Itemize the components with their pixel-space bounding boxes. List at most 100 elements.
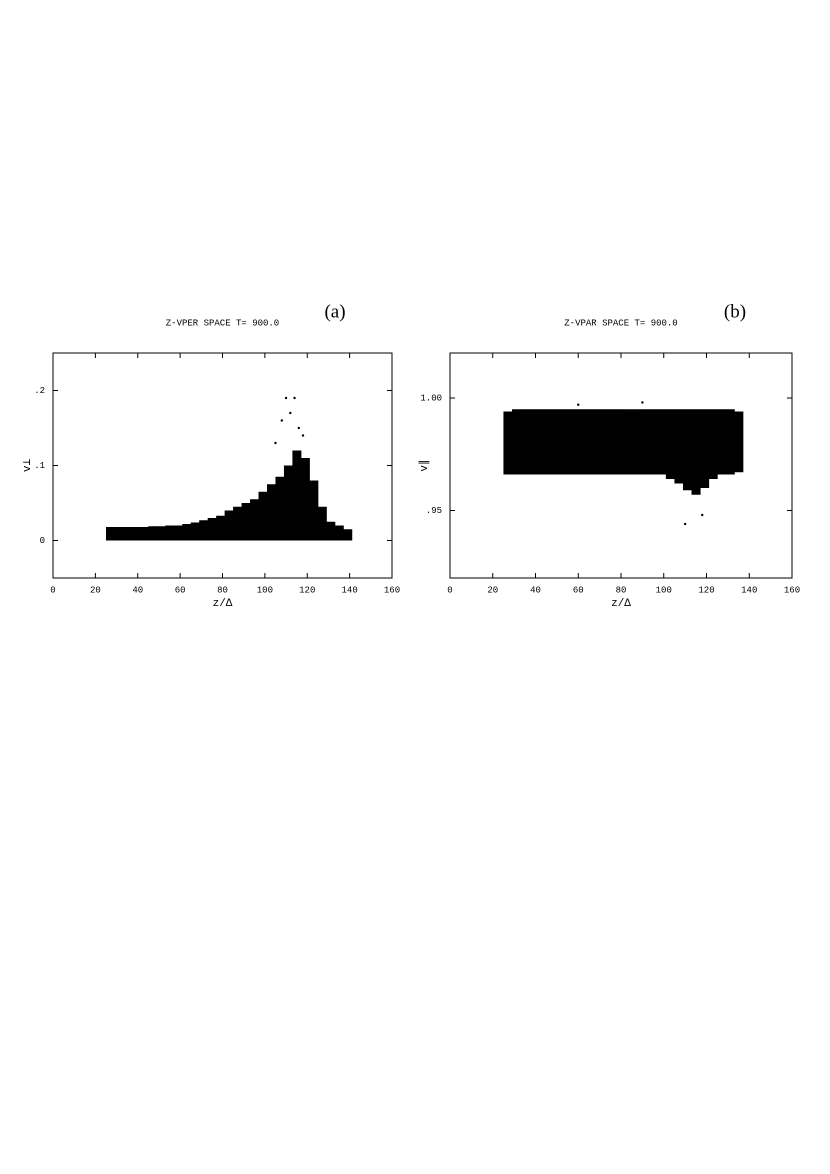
x-tick-label: 140 <box>741 585 757 595</box>
point-cloud-column <box>537 409 547 475</box>
point-cloud-column <box>640 409 650 475</box>
point-cloud-column <box>708 409 718 479</box>
point-cloud-column <box>520 409 530 475</box>
x-tick-label: 140 <box>342 585 358 595</box>
point-cloud-column <box>334 525 344 541</box>
point-cloud-column <box>682 409 693 491</box>
point-cloud-column <box>631 409 641 475</box>
outlier-point <box>701 513 704 517</box>
point-cloud-column <box>275 476 285 541</box>
point-cloud-column <box>266 484 276 541</box>
y-axis-label: v⊥ <box>22 459 34 473</box>
point-cloud-column <box>648 409 658 475</box>
x-tick-label: 0 <box>447 585 452 595</box>
point-cloud-column <box>597 409 607 475</box>
point-cloud-column <box>131 527 141 541</box>
point-cloud-column <box>258 491 268 541</box>
point-cloud-column <box>614 409 624 475</box>
point-cloud-column <box>606 409 616 475</box>
point-cloud-column <box>224 510 234 541</box>
point-cloud-column <box>283 465 293 541</box>
x-tick-label: 60 <box>573 585 584 595</box>
point-cloud-column <box>503 411 513 475</box>
y-tick-label: 0 <box>40 536 45 546</box>
x-tick-label: 0 <box>50 585 55 595</box>
point-cloud-column <box>725 409 735 475</box>
point-cloud-column <box>105 527 115 541</box>
outlier-point <box>289 411 292 415</box>
x-tick-label: 80 <box>616 585 627 595</box>
point-cloud-column <box>114 527 124 541</box>
point-cloud-column <box>233 506 243 541</box>
point-cloud-column <box>300 458 310 541</box>
point-cloud-column <box>182 524 192 541</box>
point-cloud-column <box>148 526 158 541</box>
point-cloud-column <box>554 409 564 475</box>
point-cloud-column <box>190 522 200 541</box>
point-cloud-column <box>580 409 590 475</box>
point-cloud-column <box>199 520 209 541</box>
point-cloud-column <box>717 409 727 475</box>
point-cloud-column <box>546 409 556 475</box>
x-tick-label: 40 <box>132 585 143 595</box>
point-cloud-column <box>529 409 539 475</box>
point-cloud-column <box>122 527 132 541</box>
point-cloud-column <box>511 409 522 475</box>
point-cloud-column <box>691 409 701 495</box>
point-cloud-column <box>563 409 573 475</box>
x-axis-label: z/Δ <box>213 598 233 610</box>
x-tick-label: 20 <box>487 585 498 595</box>
x-axis-label: z/Δ <box>611 598 631 610</box>
y-tick-label: .95 <box>426 506 442 516</box>
outlier-point <box>274 441 277 445</box>
point-cloud-column <box>623 409 633 475</box>
chart-title: Z-VPAR SPACE T= 900.0 <box>564 318 677 328</box>
outlier-point <box>284 396 288 400</box>
outlier-point <box>641 401 644 404</box>
point-cloud-column <box>317 506 327 541</box>
x-tick-label: 160 <box>384 585 400 595</box>
panel-label: (b) <box>724 301 746 322</box>
point-cloud-column <box>657 409 667 475</box>
x-tick-label: 120 <box>698 585 714 595</box>
panel-label: (a) <box>324 301 345 322</box>
y-tick-label: .1 <box>34 461 45 471</box>
y-tick-label: .2 <box>34 386 45 396</box>
point-cloud-column <box>207 518 217 541</box>
chart-title: Z-VPER SPACE T= 900.0 <box>166 318 279 328</box>
outlier-point <box>280 419 284 422</box>
point-cloud-column <box>292 450 302 541</box>
outlier-point <box>683 522 687 526</box>
outlier-point <box>297 426 300 430</box>
point-cloud-column <box>665 409 675 479</box>
x-tick-label: 100 <box>257 585 273 595</box>
x-tick-label: 120 <box>299 585 315 595</box>
point-cloud-column <box>216 515 226 541</box>
point-cloud-column <box>241 503 251 541</box>
point-cloud-column <box>139 527 149 541</box>
point-cloud-column <box>343 529 353 541</box>
point-cloud-column <box>156 526 166 541</box>
y-axis-label: v∥ <box>418 459 431 471</box>
x-tick-label: 40 <box>530 585 541 595</box>
outlier-point <box>301 434 305 437</box>
outlier-point <box>293 396 296 400</box>
x-tick-label: 100 <box>656 585 672 595</box>
point-cloud-column <box>588 409 598 475</box>
point-cloud-column <box>309 480 319 541</box>
y-tick-label: 1.00 <box>420 393 442 403</box>
point-cloud-column <box>571 409 581 475</box>
x-tick-label: 60 <box>175 585 186 595</box>
point-cloud-column <box>700 409 710 488</box>
point-cloud-column <box>250 499 260 541</box>
point-cloud-column <box>165 525 175 541</box>
x-tick-label: 160 <box>784 585 800 595</box>
x-tick-label: 20 <box>90 585 101 595</box>
point-cloud-column <box>674 409 684 484</box>
x-tick-label: 80 <box>217 585 228 595</box>
point-cloud-column <box>734 411 744 473</box>
outlier-point <box>577 403 580 406</box>
